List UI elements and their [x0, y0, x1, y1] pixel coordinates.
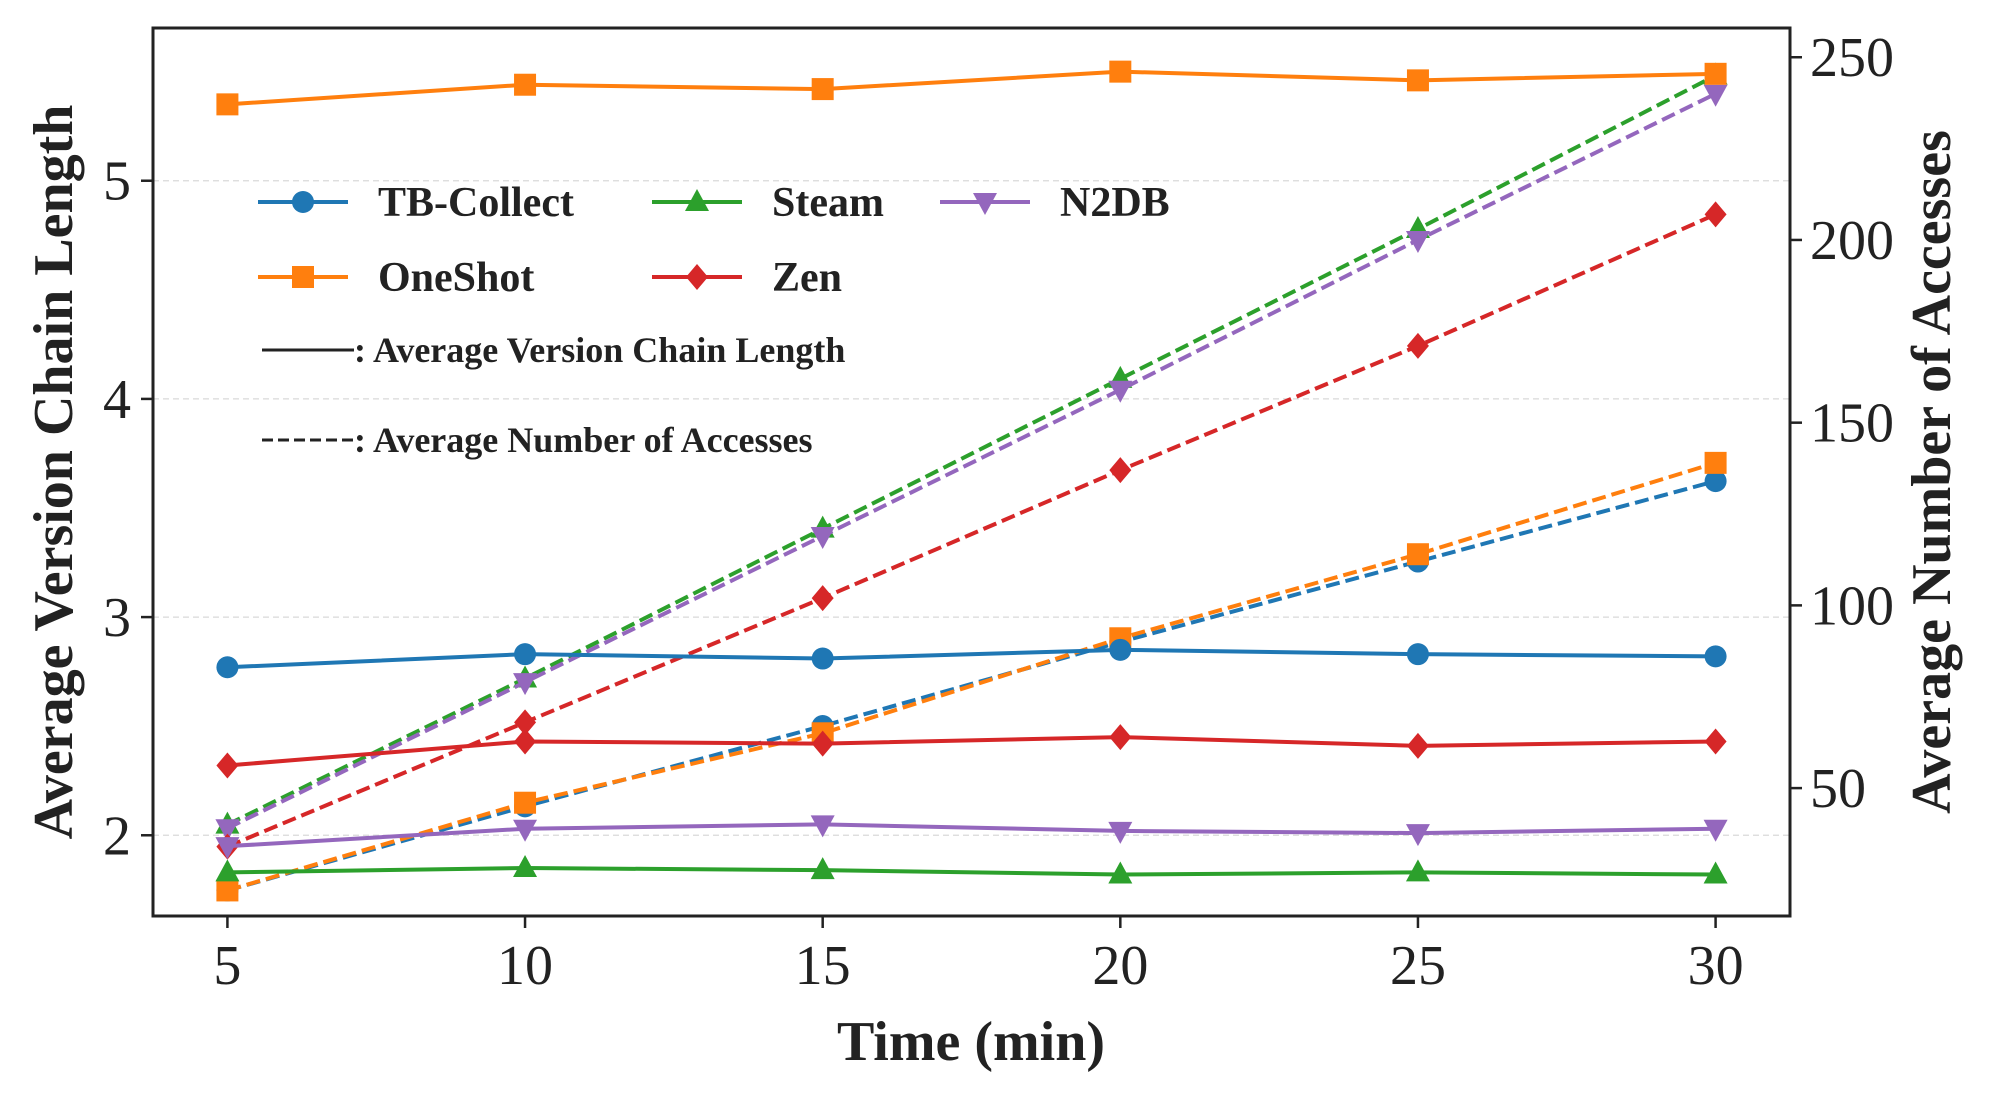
accesses-point-n2db-25 — [1405, 230, 1430, 253]
legend-label-n2db: N2DB — [1060, 180, 1170, 226]
accesses-line-n2db — [226, 91, 1717, 831]
series-layer — [215, 60, 1728, 902]
y-right-tick-label-50: 50 — [1810, 758, 1866, 820]
chain-length-point-n2db-25 — [1405, 824, 1430, 847]
chain-length-line-steam — [227, 865, 1716, 877]
chain-length-point-n2db-20 — [1108, 821, 1133, 844]
chain-length-point-tb-collect-30 — [1704, 645, 1727, 668]
chain-length-point-zen-15 — [811, 730, 834, 757]
y-left-tick-label-4: 4 — [103, 369, 131, 431]
legend-label-zen: Zen — [772, 255, 842, 301]
chain-length-point-oneshot-30 — [1704, 62, 1727, 85]
legend: TB-Collect Steam N2DB OneShot Zen : Average V… — [258, 180, 1170, 460]
chain-length-point-oneshot-20 — [1109, 60, 1132, 83]
chain-length-point-tb-collect-25 — [1406, 643, 1429, 666]
x-tick-label-20: 20 — [1092, 935, 1148, 997]
chain-length-point-oneshot-10 — [514, 73, 537, 96]
accesses-point-oneshot-30 — [1704, 451, 1727, 474]
annotation-text-solid: : Average Version Chain Length — [354, 330, 845, 370]
y-axis-right-label: Average Number of Accesses — [1901, 130, 1963, 814]
chain-length-point-steam-5 — [215, 859, 240, 882]
x-tick-label-30: 30 — [1688, 935, 1744, 997]
legend-marker-zen — [686, 264, 708, 290]
accesses-line-zen — [226, 212, 1717, 849]
accesses-point-n2db-20 — [1108, 380, 1133, 403]
accesses-point-oneshot-5 — [216, 879, 239, 902]
chain-length-point-steam-15 — [810, 857, 835, 880]
chain-length-point-oneshot-15 — [811, 78, 834, 101]
legend-marker-steam — [685, 189, 709, 211]
legend-label-steam: Steam — [772, 180, 884, 226]
chain-length-line-oneshot — [227, 69, 1716, 107]
accesses-point-tb-collect-30 — [1704, 470, 1727, 493]
x-tick-label-5: 5 — [213, 935, 241, 997]
accesses-point-zen-25 — [1406, 332, 1429, 359]
annotation-text-dashed: : Average Number of Accesses — [354, 420, 813, 460]
x-axis-label: Time (min) — [837, 1011, 1105, 1073]
accesses-point-zen-15 — [811, 585, 834, 612]
chain-length-line-n2db — [227, 822, 1716, 849]
accesses-point-oneshot-10 — [514, 791, 537, 814]
chain-length-point-zen-20 — [1109, 724, 1132, 751]
accesses-line-oneshot — [226, 460, 1717, 893]
chain-length-point-steam-20 — [1108, 861, 1133, 884]
chain-length-point-steam-10 — [513, 855, 538, 877]
accesses-point-oneshot-25 — [1406, 543, 1429, 566]
chain-length-point-zen-30 — [1704, 728, 1727, 755]
plot-frame — [151, 26, 1792, 918]
y-axis-left-label: Average Version Chain Length — [23, 105, 85, 840]
chain-length-point-steam-30 — [1703, 861, 1728, 884]
y-right-tick-label-250: 250 — [1810, 27, 1894, 89]
chain-length-point-n2db-5 — [215, 837, 240, 860]
accesses-line-steam — [226, 73, 1717, 827]
y-left-tick-label-3: 3 — [103, 587, 131, 649]
chain-length-point-zen-10 — [514, 728, 537, 755]
accesses-point-zen-30 — [1704, 201, 1727, 228]
x-tick-label-10: 10 — [497, 935, 553, 997]
legend-marker-oneshot — [292, 266, 314, 288]
x-tick-label-15: 15 — [795, 935, 851, 997]
y-right-tick-label-200: 200 — [1810, 210, 1894, 272]
chain-length-point-tb-collect-20 — [1109, 638, 1132, 661]
chain-length-point-zen-25 — [1406, 732, 1429, 759]
y-right-tick-label-100: 100 — [1810, 575, 1894, 637]
chain-length-line-zen — [227, 735, 1716, 768]
axes: 5 10 15 20 25 30 2 3 4 5 50 100 150 200 250 — [103, 27, 1894, 997]
chain-length-line-tb-collect — [227, 647, 1716, 670]
chain-length-point-n2db-10 — [513, 819, 538, 842]
legend-label-tb-collect: TB-Collect — [378, 180, 574, 226]
chain-length-point-tb-collect-10 — [514, 643, 537, 666]
accesses-point-n2db-15 — [810, 526, 835, 549]
accesses-point-n2db-10 — [513, 673, 538, 696]
legend-marker-tb-collect — [292, 191, 314, 213]
accesses-point-n2db-30 — [1703, 84, 1728, 107]
y-left-tick-label-5: 5 — [103, 151, 131, 213]
x-tick-label-25: 25 — [1390, 935, 1446, 997]
accesses-point-zen-20 — [1109, 457, 1132, 484]
chain-length-point-zen-5 — [216, 752, 239, 779]
chain-length-point-steam-25 — [1405, 859, 1430, 882]
legend-marker-n2db — [973, 193, 997, 215]
chain-length-point-tb-collect-5 — [216, 656, 239, 679]
chain-length-point-tb-collect-15 — [811, 647, 834, 670]
y-left-tick-label-2: 2 — [103, 805, 131, 867]
chain-length-point-n2db-15 — [810, 815, 835, 838]
y-right-tick-label-150: 150 — [1810, 393, 1894, 455]
chain-length-point-n2db-30 — [1703, 819, 1728, 842]
chain-length-point-oneshot-25 — [1406, 69, 1429, 92]
legend-label-oneshot: OneShot — [378, 255, 534, 301]
accesses-point-zen-10 — [514, 709, 537, 736]
chain-length-point-oneshot-5 — [216, 93, 239, 116]
accesses-point-n2db-5 — [215, 819, 240, 842]
